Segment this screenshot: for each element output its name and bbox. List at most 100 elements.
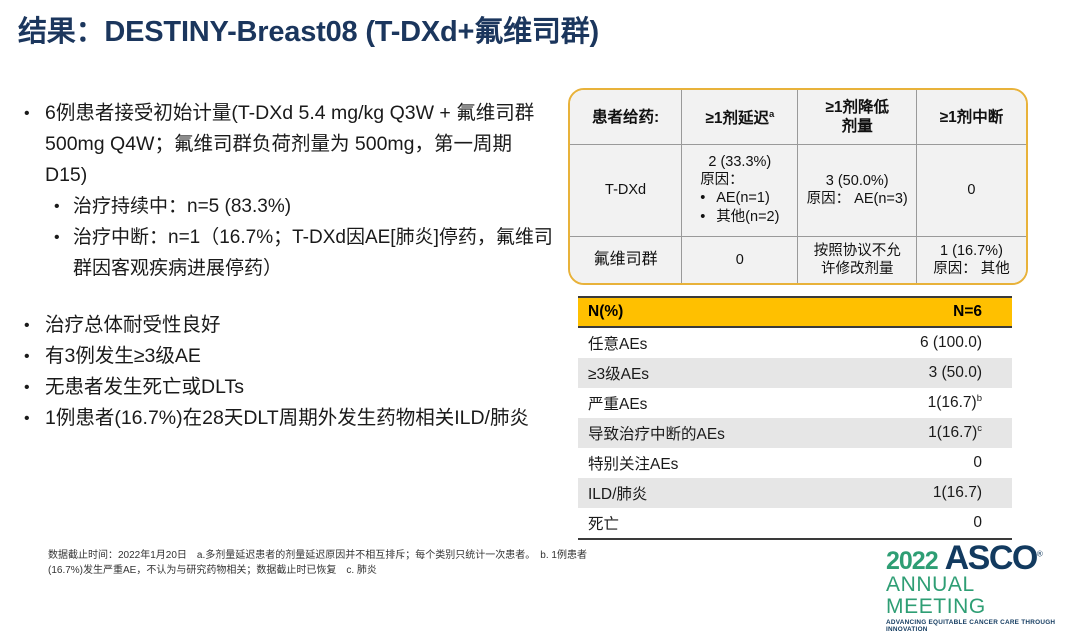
bullet-dot-icon: • xyxy=(54,198,60,215)
bullet-list-primary: • 6例患者接受初始计量(T-DXd 5.4 mg/kg Q3W + 氟维司群 … xyxy=(14,98,554,434)
row-value-discontinuation-aes: 1(16.7)c xyxy=(795,418,1012,448)
row-label-discontinuation-aes: 导致治疗中断的AEs xyxy=(578,418,795,448)
list-item: • AE(n=1) xyxy=(700,189,779,208)
bullet-column: • 6例患者接受初始计量(T-DXd 5.4 mg/kg Q3W + 氟维司群 … xyxy=(14,98,554,434)
table-header-row: N(%) N=6 xyxy=(578,296,1012,328)
table-row: 特别关注AEs 0 xyxy=(578,448,1012,478)
list-item-label: 有3例发生≥3级AE xyxy=(45,345,201,367)
footnote-marker-a: a xyxy=(768,109,775,121)
asco-logo-year: 2022 xyxy=(886,547,939,575)
row-label-tdxd: T-DXd xyxy=(570,144,683,237)
row-value-text: 1(16.7) xyxy=(928,424,978,442)
list-item-label: AE(n=1) xyxy=(716,190,770,207)
column-header-n6: N=6 xyxy=(795,296,1012,328)
asco-logo: 2022 ASCO® ANNUAL MEETING ADVANCING EQUI… xyxy=(886,541,1072,633)
list-item: • 治疗中断：n=1（16.7%；T-DXd因AE[肺炎]停药，氟维司群因客观疾… xyxy=(54,222,554,284)
footnote-marker-b: b xyxy=(976,393,982,405)
asco-logo-wordmark: ASCO® xyxy=(944,539,1043,577)
slide-root: 结果：DESTINY-Breast08 (T-DXd+氟维司群) • 6例患者接… xyxy=(14,16,1056,633)
list-item: • 其他(n=2) xyxy=(700,208,779,227)
list-item-label: 治疗总体耐受性良好 xyxy=(45,314,221,336)
list-item-label: 1例患者(16.7%)在28天DLT周期外发生药物相关ILD/肺炎 xyxy=(45,407,529,429)
cell-tdxd-reduction-reason: 原因： AE(n=3) xyxy=(806,191,908,208)
column-header-discontinuation: ≥1剂中断 xyxy=(916,90,1026,145)
adverse-events-table: N(%) N=6 任意AEs 6 (100.0) ≥3级AEs 3 (50.0)… xyxy=(578,296,1012,540)
cell-tdxd-reduction: 3 (50.0%) 原因： AE(n=3) xyxy=(797,144,917,237)
list-item-label: 治疗持续中：n=5 (83.3%) xyxy=(73,196,292,217)
list-item-label: 无患者发生死亡或DLTs xyxy=(45,376,244,398)
table-row: 导致治疗中断的AEs 1(16.7)c xyxy=(578,418,1012,448)
column-header-patient-dosing: 患者给药: xyxy=(570,90,683,145)
list-item: • 治疗总体耐受性良好 xyxy=(24,310,554,341)
list-item: • 治疗持续中：n=5 (83.3%) xyxy=(54,191,554,222)
column-header-npercent: N(%) xyxy=(578,296,795,328)
row-label-serious-aes: 严重AEs xyxy=(578,388,795,418)
table-header-row: 患者给药: ≥1剂延迟a ≥1剂降低剂量 ≥1剂中断 xyxy=(570,90,1026,145)
row-label-special-interest-aes: 特别关注AEs xyxy=(578,448,795,478)
cell-tdxd-delay-value: 2 (33.3%) xyxy=(708,154,772,171)
list-item-label: 6例患者接受初始计量(T-DXd 5.4 mg/kg Q3W + 氟维司群 50… xyxy=(45,102,535,186)
row-label-grade3-aes: ≥3级AEs xyxy=(578,358,795,388)
cell-tdxd-discontinuation: 0 xyxy=(916,144,1026,237)
asco-logo-tagline: ADVANCING EQUITABLE CANCER CARE THROUGH … xyxy=(886,619,1056,633)
cell-fulvestrant-reduction-line2: 许修改剂量 xyxy=(820,260,894,277)
cell-tdxd-reduction-value: 3 (50.0%) xyxy=(825,173,889,190)
row-value-text: 3 (50.0) xyxy=(928,364,982,382)
row-label-any-aes: 任意AEs xyxy=(578,327,795,358)
list-item: • 有3例发生≥3级AE xyxy=(24,341,554,372)
column-header-reduction-line2: 剂量 xyxy=(841,118,873,135)
row-value-text: 0 xyxy=(973,514,982,532)
row-value-text: 1(16.7) xyxy=(932,484,982,502)
row-value-text: 1(16.7) xyxy=(927,394,977,412)
list-item: • 1例患者(16.7%)在28天DLT周期外发生药物相关ILD/肺炎 xyxy=(24,403,554,434)
cell-tdxd-delay: 2 (33.3%) 原因： • AE(n=1) • 其他(n=2) xyxy=(681,144,799,237)
cell-fulvestrant-reduction-line1: 按照协议不允 xyxy=(813,242,901,259)
table-row: 氟维司群 0 按照协议不允 许修改剂量 1 (16.7%) 原因： 其他 xyxy=(570,236,1026,283)
row-label-death: 死亡 xyxy=(578,508,795,540)
table-row: T-DXd 2 (33.3%) 原因： • AE(n=1) • 其他(n=2) 3 xyxy=(570,144,1026,237)
cell-fulvestrant-reduction: 按照协议不允 许修改剂量 xyxy=(797,236,917,283)
table-row: ILD/肺炎 1(16.7) xyxy=(578,478,1012,508)
dose-modification-table: 患者给药: ≥1剂延迟a ≥1剂降低剂量 ≥1剂中断 T-DXd 2 (33.3… xyxy=(568,88,1028,285)
bullet-dot-icon: • xyxy=(700,209,706,226)
table-row: 任意AEs 6 (100.0) xyxy=(578,327,1012,358)
cell-fulvestrant-discontinuation: 1 (16.7%) 原因： 其他 xyxy=(916,236,1026,283)
row-label-fulvestrant: 氟维司群 xyxy=(570,236,683,283)
asco-logo-wordmark-text: ASCO xyxy=(944,539,1039,577)
column-header-delay-text: ≥1剂延迟 xyxy=(705,110,769,128)
bullet-dot-icon: • xyxy=(24,348,30,365)
footnote-line-1: 数据截止时间：2022年1月20日 a.多剂量延迟患者的剂量延迟原因并不相互排斥… xyxy=(48,550,587,561)
bullet-dot-icon: • xyxy=(24,379,30,396)
row-value-grade3-aes: 3 (50.0) xyxy=(795,358,1012,388)
cell-fulvestrant-discontinuation-reason: 原因： 其他 xyxy=(933,260,1010,277)
list-item: • 6例患者接受初始计量(T-DXd 5.4 mg/kg Q3W + 氟维司群 … xyxy=(24,98,554,191)
bullet-group-spacer xyxy=(14,284,554,310)
page-title: 结果：DESTINY-Breast08 (T-DXd+氟维司群) xyxy=(18,16,599,48)
bullet-dot-icon: • xyxy=(24,317,30,334)
bullet-dot-icon: • xyxy=(24,410,30,427)
table-row: 死亡 0 xyxy=(578,508,1012,540)
cell-fulvestrant-delay: 0 xyxy=(681,236,799,283)
asco-logo-subtitle: ANNUAL MEETING xyxy=(886,573,986,619)
asco-logo-top-row: 2022 ASCO® xyxy=(886,541,1072,575)
cell-fulvestrant-discontinuation-value: 1 (16.7%) xyxy=(940,242,1003,259)
row-value-ild-pneumonitis: 1(16.7) xyxy=(795,478,1012,508)
list-item-label: 治疗中断：n=1（16.7%；T-DXd因AE[肺炎]停药，氟维司群因客观疾病进… xyxy=(73,227,553,279)
bullet-dot-icon: • xyxy=(700,190,706,207)
column-header-delay: ≥1剂延迟a xyxy=(681,90,799,145)
cell-tdxd-delay-reason-list: • AE(n=1) • 其他(n=2) xyxy=(700,189,779,227)
row-value-death: 0 xyxy=(795,508,1012,540)
list-item-label: 其他(n=2) xyxy=(716,209,780,226)
table-row: ≥3级AEs 3 (50.0) xyxy=(578,358,1012,388)
registered-trademark-icon: ® xyxy=(1036,549,1043,559)
list-item: • 无患者发生死亡或DLTs xyxy=(24,372,554,403)
footnote-block: 数据截止时间：2022年1月20日 a.多剂量延迟患者的剂量延迟原因并不相互排斥… xyxy=(48,548,748,578)
bullet-dot-icon: • xyxy=(54,229,60,246)
column-header-reduction-line1: ≥1剂降低 xyxy=(825,99,890,116)
footnote-marker-c: c xyxy=(977,423,982,435)
row-value-any-aes: 6 (100.0) xyxy=(795,327,1012,358)
row-value-special-interest-aes: 0 xyxy=(795,448,1012,478)
row-value-serious-aes: 1(16.7)b xyxy=(795,388,1012,418)
row-label-ild-pneumonitis: ILD/肺炎 xyxy=(578,478,795,508)
row-value-text: 6 (100.0) xyxy=(919,334,982,352)
